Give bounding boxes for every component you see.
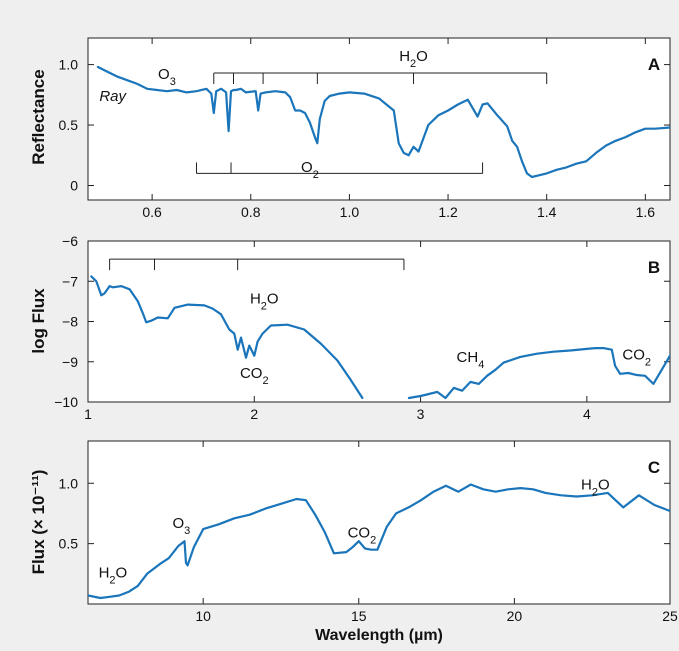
panel-c-annotation: O3 — [172, 515, 190, 537]
panel-a-xtick-label: 1.2 — [438, 204, 458, 220]
panel-a-spectrum-line — [96, 65, 670, 179]
panel-c-ylabel: Flux (× 10⁻¹¹) — [29, 470, 48, 575]
panel-b-annotation: H2O — [250, 290, 279, 312]
panel-b-letter: B — [648, 258, 660, 277]
panel-b-plot-area — [87, 240, 671, 403]
panel-b-xtick-label: 4 — [583, 406, 591, 422]
panel-b-ytick-label: −10 — [54, 394, 78, 410]
panel-b-xtick-label: 1 — [84, 406, 92, 422]
panel-a-xtick-label: 0.6 — [142, 204, 162, 220]
panel-a-annotation: H2O — [399, 48, 428, 70]
panel-a-annotation: Ray — [99, 88, 127, 105]
panel-c-xtick-label: 25 — [662, 608, 678, 624]
panel-a-ytick-label: 0 — [70, 177, 78, 193]
panel-a-ytick-label: 1.0 — [59, 57, 79, 73]
panel-a-annotation: O2 — [301, 159, 319, 181]
panel-b-xtick-label: 2 — [250, 406, 258, 422]
panel-c-xtick-label: 10 — [195, 608, 211, 624]
panel-c-xtick-label: 15 — [351, 608, 367, 624]
panel-b: 1 2 3 4 −10 −9 −8 −7 −6 H2O CO2 CH4 CO2 B log Flux — [29, 233, 671, 422]
panel-b-spectrum-line — [407, 347, 670, 400]
panel-c-xlabel: Wavelength (µm) — [315, 627, 443, 644]
panel-b-ytick-label: −7 — [62, 273, 78, 289]
panel-a-ytick-label: 0.5 — [59, 117, 79, 133]
panel-b-ylabel: log Flux — [29, 288, 48, 354]
panel-c-plot-area — [87, 440, 671, 605]
panel-c-xtick-label: 20 — [507, 608, 523, 624]
panel-c-annotation: H2O — [581, 476, 610, 498]
panel-b-ytick-label: −9 — [62, 354, 78, 370]
panel-a-plot-area — [87, 37, 671, 201]
panel-c-annotation: H2O — [99, 564, 128, 586]
panel-b-xtick-label: 3 — [417, 406, 425, 422]
panel-a-xtick-label: 1.4 — [537, 204, 557, 220]
panel-c-spectrum-line — [88, 483, 670, 600]
panel-a-xtick-label: 1.0 — [340, 204, 360, 220]
panel-c-annotation: CO2 — [348, 525, 377, 547]
panel-b-annotation: CO2 — [622, 347, 651, 369]
panel-b-ytick-label: −8 — [62, 314, 78, 330]
panel-b-ytick-label: −6 — [62, 233, 78, 249]
panel-a-xtick-label: 0.8 — [241, 204, 261, 220]
panel-c-ytick-label: 0.5 — [59, 536, 79, 552]
panel-c-letter: C — [648, 458, 660, 477]
panel-b-annotation: CO2 — [240, 365, 269, 387]
panel-a-annotation: O3 — [158, 66, 176, 88]
panel-b-annotation: CH4 — [457, 349, 485, 371]
panel-a-letter: A — [648, 55, 660, 74]
panel-a: 0.6 0.8 1.0 1.2 1.4 1.6 0 0.5 1.0 Ray O3 H2O O2 A Ref… — [29, 37, 671, 220]
panel-b-spectrum-line — [90, 275, 364, 400]
panel-a-ylabel: Reflectance — [29, 69, 48, 164]
panel-c-ytick-label: 1.0 — [59, 475, 79, 491]
panel-c: 10 15 20 25 0.5 1.0 H2O O3 CO2 H2O C Flux (× 10⁻¹¹… — [29, 440, 678, 644]
panel-a-xtick-label: 1.6 — [636, 204, 656, 220]
